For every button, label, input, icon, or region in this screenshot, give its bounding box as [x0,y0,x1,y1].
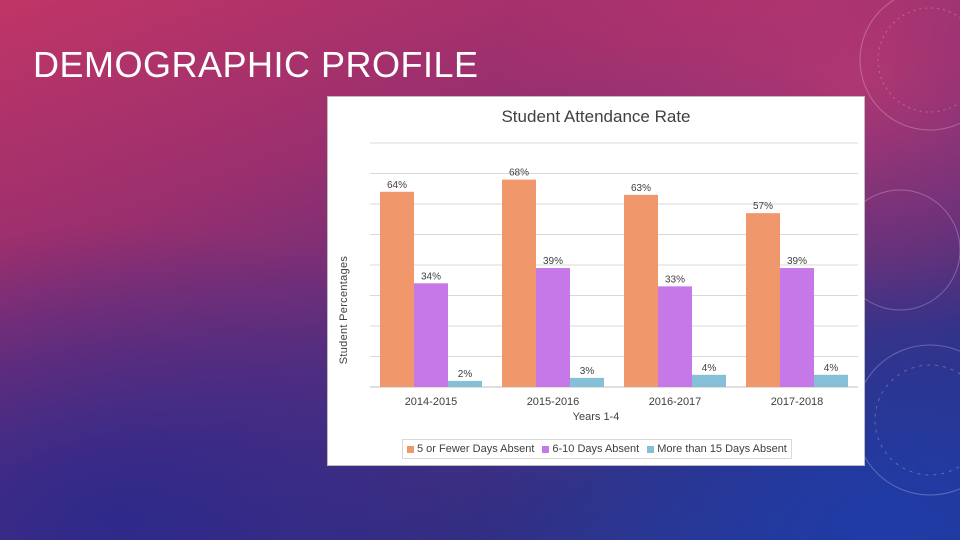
x-axis-label: Years 1-4 [572,411,620,423]
x-tick-label: 2017-2018 [771,396,824,408]
legend-label: 5 or Fewer Days Absent [417,443,535,455]
data-label: 57% [753,201,773,212]
data-label: 4% [824,363,839,374]
data-label: 34% [421,271,441,282]
bar [780,268,814,387]
x-tick-label: 2015-2016 [527,396,580,408]
bar [570,377,604,387]
bar [536,268,570,387]
bar [658,286,692,387]
bar [414,283,448,387]
bar [502,179,536,387]
legend-swatch [542,445,550,453]
slide-title: DEMOGRAPHIC PROFILE [33,44,479,85]
data-label: 3% [580,366,595,377]
bar [814,374,848,387]
legend-swatch [407,445,414,453]
data-label: 63% [631,183,651,194]
data-label: 64% [387,180,407,191]
data-label: 39% [787,256,807,267]
data-label: 4% [702,363,717,374]
data-label: 2% [458,369,473,380]
x-tick-label: 2016-2017 [649,396,702,408]
legend-label: More than 15 Days Absent [657,443,787,455]
bar [448,380,482,387]
bar [746,213,780,387]
chart-title: Student Attendance Rate [501,107,691,126]
data-label: 33% [665,274,685,285]
legend-swatch [647,445,655,453]
legend-label: 6-10 Days Absent [552,443,640,455]
chart-legend: 5 or Fewer Days Absent 6-10 Days Absent … [402,439,792,459]
bar [692,374,726,387]
x-tick-label: 2014-2015 [405,396,458,408]
data-label: 39% [543,256,563,267]
bar [380,191,414,387]
legend-item-more-than-15: More than 15 Days Absent [647,443,787,455]
chart-container: Student Attendance Rate Student Percenta… [327,96,865,466]
legend-item-6-10: 6-10 Days Absent [542,443,639,455]
bar [624,194,658,387]
data-label: 68% [509,168,529,179]
legend-item-5-or-fewer: 5 or Fewer Days Absent [407,443,534,455]
bar-chart-plot: 64% 34% 2% 2014-2015 68% 39% 3% 2015-2016 63% 33%… [370,142,858,408]
